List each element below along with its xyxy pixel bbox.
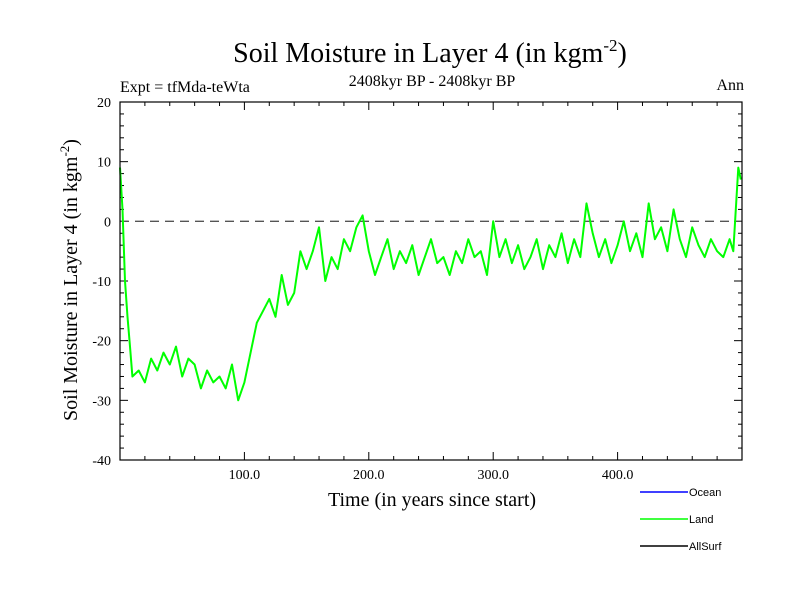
tick-labels: -40 -30 -20 -10 0 10 20 100.0 200.0 300.0 400.0 xyxy=(92,96,633,483)
chart-title-main: Soil Moisture in Layer 4 (in kgm xyxy=(233,38,603,69)
y-axis-label-main: Soil Moisture in Layer 4 (in kgm xyxy=(60,156,82,421)
expt-label: Expt = tfMda-teWta xyxy=(120,79,250,96)
series-lines xyxy=(119,166,742,402)
y-tick-label: 20 xyxy=(97,96,111,111)
legend-label-allsurf: AllSurf xyxy=(689,541,722,553)
chart-title-sup: -2 xyxy=(603,36,617,55)
y-tick-label: -40 xyxy=(92,454,111,469)
plot-frame xyxy=(119,101,743,461)
y-tick-label: -10 xyxy=(92,275,111,290)
axis-ticks xyxy=(120,101,742,461)
legend-label-land: Land xyxy=(689,514,713,526)
y-axis-label-close: ) xyxy=(60,139,82,146)
legend: Ocean Land AllSurf xyxy=(640,487,722,553)
y-tick-label: -30 xyxy=(92,394,111,409)
y-tick-label: -20 xyxy=(92,335,111,350)
y-tick-label: 10 xyxy=(97,156,111,171)
legend-label-ocean: Ocean xyxy=(689,487,721,499)
chart-title: Soil Moisture in Layer 4 (in kgm-2) xyxy=(233,36,627,69)
x-axis-label: Time (in years since start) xyxy=(328,489,536,511)
chart-subtitle: 2408kyr BP - 2408kyr BP xyxy=(349,73,516,90)
x-tick-label: 100.0 xyxy=(229,468,261,483)
x-tick-label: 300.0 xyxy=(477,468,509,483)
y-axis-label: Soil Moisture in Layer 4 (in kgm-2) xyxy=(57,139,82,421)
series-line-land xyxy=(119,166,742,402)
chart-title-close: ) xyxy=(618,38,627,69)
x-tick-label: 200.0 xyxy=(353,468,385,483)
period-label: Ann xyxy=(716,77,744,94)
y-tick-label: 0 xyxy=(104,215,111,230)
x-tick-label: 400.0 xyxy=(602,468,634,483)
y-axis-label-sup: -2 xyxy=(57,146,72,157)
